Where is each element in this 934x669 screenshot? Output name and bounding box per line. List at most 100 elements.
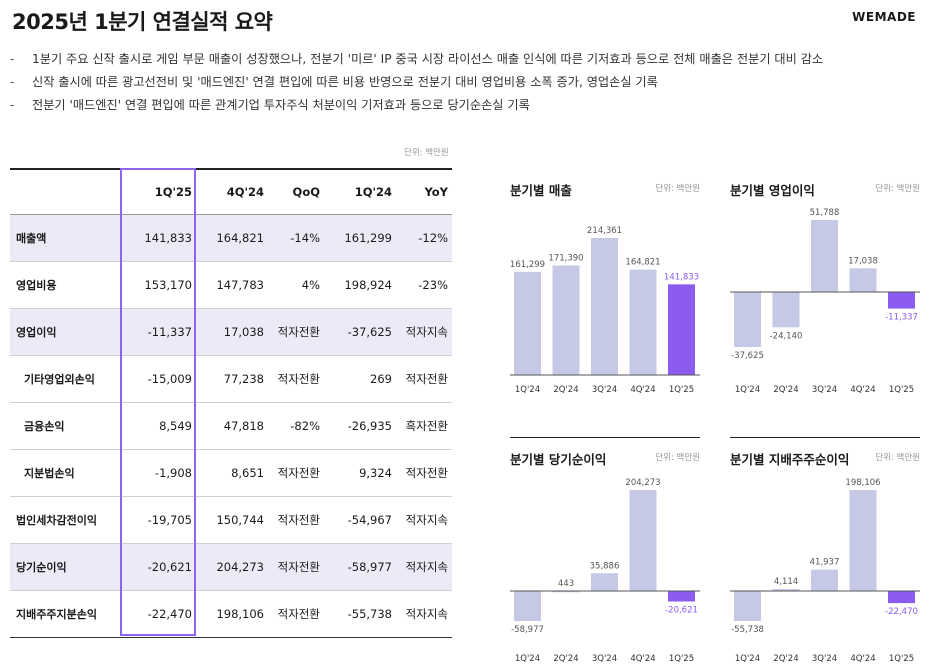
- category-label: 1Q'24: [515, 654, 540, 664]
- table-cell: -23%: [396, 261, 452, 309]
- chart-bar: [811, 569, 838, 591]
- bullet-text: 1분기 주요 신작 출시로 게임 부문 매출이 성장했으나, 전분기 '미르' …: [32, 52, 824, 66]
- data-label: 17,038: [848, 256, 878, 266]
- chart-bar: [591, 238, 618, 375]
- financial-summary-table: 1Q'25 4Q'24 QoQ 1Q'24 YoY 매출액 141,833 164,…: [10, 168, 452, 638]
- net-income-bar-chart: -58,977 1Q'24 443 2Q'24 35,886 3Q'24 204,273 4Q…: [510, 478, 700, 664]
- table-cell: 적자전환: [268, 449, 324, 497]
- chart-unit-label: 단위: 백만원: [875, 184, 920, 194]
- table-cell: -22,470: [120, 590, 196, 638]
- summary-bullets: - 1분기 주요 신작 출시로 게임 부문 매출이 성장했으나, 전분기 '미르'…: [10, 48, 925, 117]
- operating-profit-bar-chart: -37,625 1Q'24 -24,140 2Q'24 51,788 3Q'24 17,03…: [730, 208, 920, 395]
- data-label: 164,821: [625, 258, 660, 268]
- chart-title: 분기별 매출: [510, 183, 572, 198]
- bullet-dash: -: [10, 98, 15, 112]
- table-cell: -12%: [396, 214, 452, 262]
- category-label: 4Q'24: [850, 654, 875, 664]
- table-cell: 적자지속: [396, 590, 452, 638]
- row-label: 영업비용: [10, 261, 120, 309]
- table-cell: -19,705: [120, 496, 196, 544]
- table-cell: 흑자전환: [396, 402, 452, 450]
- table-cell: -20,621: [120, 543, 196, 591]
- data-label: 41,937: [810, 558, 840, 568]
- controlling-net-income-bar-chart: -55,738 1Q'24 4,114 2Q'24 41,937 3Q'24 198,106…: [730, 478, 920, 664]
- bullet-dash: -: [10, 52, 15, 66]
- table-row: 법인세차감전이익 -19,705 150,744 적자전환 -54,967 적자지속: [10, 496, 452, 544]
- chart-panel-net-income: 분기별 당기순이익 단위: 백만원 -58,977 1Q'24 443 2Q'24 35…: [510, 437, 700, 664]
- chart-unit-label: 단위: 백만원: [655, 184, 700, 194]
- table-row: 영업비용 153,170 147,783 4% 198,924 -23%: [10, 261, 452, 309]
- category-label: 2Q'24: [553, 385, 578, 395]
- revenue-bar-chart: 161,299 1Q'24 171,390 2Q'24 214,361 3Q'24 164,…: [510, 226, 700, 395]
- data-label: 204,273: [625, 478, 660, 488]
- table-cell: 8,549: [120, 402, 196, 450]
- category-label: 4Q'24: [850, 385, 875, 395]
- category-label: 2Q'24: [773, 385, 798, 395]
- table-row: 당기순이익 -20,621 204,273 적자전환 -58,977 적자지속: [10, 543, 452, 591]
- table-cell: 적자지속: [396, 496, 452, 544]
- chart-bar: [849, 268, 877, 292]
- table-row: 금융손익 8,549 47,818 -82% -26,935 흑자전환: [10, 402, 452, 450]
- data-label: 161,299: [510, 260, 545, 270]
- data-label: -20,621: [665, 605, 698, 615]
- chart-bar: [629, 490, 657, 591]
- bullet-item: - 신작 출시에 따른 광고선전비 및 '매드엔진' 연결 편입에 따른 비용 반…: [10, 71, 925, 94]
- category-label: 1Q'25: [669, 654, 694, 664]
- data-label: -58,977: [511, 625, 544, 635]
- category-label: 1Q'25: [889, 385, 914, 395]
- data-label: 35,886: [590, 561, 620, 571]
- category-label: 2Q'24: [553, 654, 578, 664]
- table-cell: 적자전환: [268, 355, 324, 403]
- category-label: 1Q'25: [669, 385, 694, 395]
- data-label: 198,106: [845, 478, 880, 488]
- row-label: 지배주주지분손익: [10, 590, 120, 638]
- chart-bar: [668, 591, 695, 602]
- table-cell: 적자전환: [268, 496, 324, 544]
- chart-bar: [811, 220, 838, 292]
- table-cell: -11,337: [120, 308, 196, 356]
- table-cell: 적자전환: [396, 449, 452, 497]
- table-cell: -37,625: [324, 308, 396, 356]
- row-label: 지분법손익: [10, 449, 120, 497]
- chart-bar: [629, 269, 657, 375]
- chart-bar: [591, 573, 618, 591]
- chart-bar: [772, 292, 800, 328]
- data-label: 214,361: [587, 226, 622, 236]
- chart-title: 분기별 당기순이익: [510, 452, 607, 467]
- table-cell: -14%: [268, 214, 324, 262]
- table-cell: -54,967: [324, 496, 396, 544]
- chart-bar: [734, 292, 761, 347]
- row-label: 매출액: [10, 214, 120, 262]
- table-cell: -15,009: [120, 355, 196, 403]
- row-label: 당기순이익: [10, 543, 120, 591]
- table-cell: 적자전환: [268, 590, 324, 638]
- data-label: 4,114: [774, 577, 798, 587]
- table-cell: 147,783: [196, 261, 268, 309]
- table-cell: 17,038: [196, 308, 268, 356]
- category-label: 3Q'24: [812, 654, 837, 664]
- chart-bar: [734, 591, 761, 621]
- header-cell: QoQ: [268, 168, 324, 215]
- data-label: -22,470: [885, 607, 918, 617]
- row-label: 법인세차감전이익: [10, 496, 120, 544]
- table-cell: -26,935: [324, 402, 396, 450]
- table-row: 지분법손익 -1,908 8,651 적자전환 9,324 적자전환: [10, 449, 452, 497]
- chart-bar: [514, 591, 541, 621]
- category-label: 1Q'24: [735, 385, 760, 395]
- table-row: 매출액 141,833 164,821 -14% 161,299 -12%: [10, 214, 452, 262]
- table-cell: 47,818: [196, 402, 268, 450]
- chart-bar: [552, 590, 580, 593]
- bullet-item: - 전분기 '매드엔진' 연결 편입에 따른 관계기업 투자주식 처분이익 기저효…: [10, 94, 925, 117]
- header-cell: YoY: [396, 168, 452, 215]
- category-label: 1Q'25: [889, 654, 914, 664]
- bullet-dash: -: [10, 75, 15, 89]
- row-label: 영업이익: [10, 308, 120, 356]
- data-label: -37,625: [731, 351, 764, 361]
- category-label: 3Q'24: [812, 385, 837, 395]
- table-row: 영업이익 -11,337 17,038 적자전환 -37,625 적자지속: [10, 308, 452, 356]
- category-label: 1Q'24: [735, 654, 760, 664]
- data-label: 51,788: [810, 208, 840, 218]
- table-cell: 150,744: [196, 496, 268, 544]
- table-cell: 적자전환: [268, 308, 324, 356]
- chart-bar: [668, 284, 695, 375]
